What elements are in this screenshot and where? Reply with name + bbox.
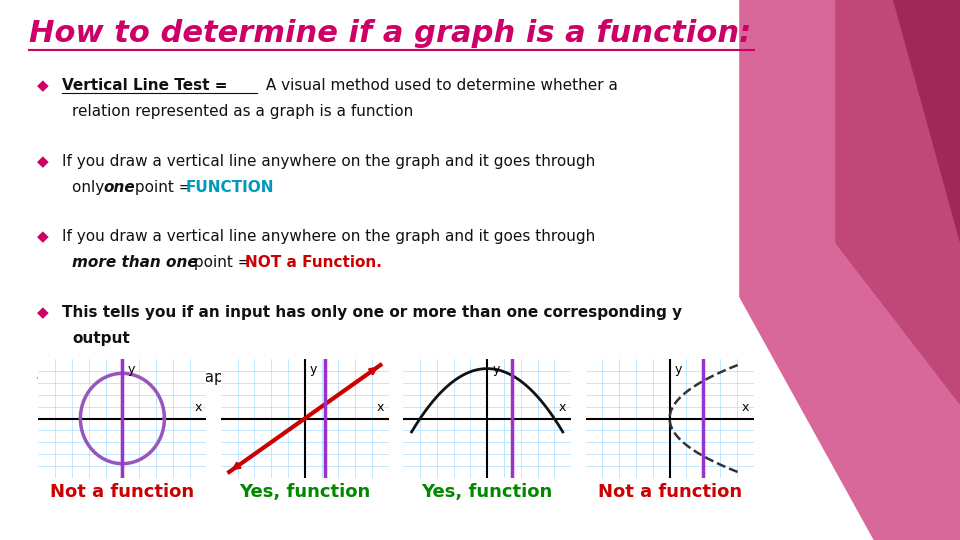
Text: ◆: ◆ bbox=[36, 370, 48, 385]
Polygon shape bbox=[893, 0, 960, 243]
Text: Yes, function: Yes, function bbox=[239, 483, 371, 501]
Text: y: y bbox=[492, 363, 499, 376]
Text: If you draw a vertical line anywhere on the graph and it goes through: If you draw a vertical line anywhere on … bbox=[62, 154, 595, 169]
Text: more than one: more than one bbox=[72, 255, 198, 271]
Text: A visual method used to determine whether a: A visual method used to determine whethe… bbox=[261, 78, 618, 93]
Text: point =: point = bbox=[130, 180, 196, 195]
Text: Not a function: Not a function bbox=[50, 483, 195, 501]
Text: only: only bbox=[72, 180, 109, 195]
Text: This tells you if an input has only one or more than one corresponding y: This tells you if an input has only one … bbox=[62, 305, 683, 320]
Text: x: x bbox=[194, 401, 202, 414]
Text: How to determine if a graph is a function:: How to determine if a graph is a functio… bbox=[29, 19, 751, 48]
Polygon shape bbox=[739, 0, 960, 540]
Text: If you draw a vertical line anywhere on the graph and it goes through: If you draw a vertical line anywhere on … bbox=[62, 230, 595, 245]
Text: relation represented as a graph is a function: relation represented as a graph is a fun… bbox=[72, 104, 413, 119]
Text: x: x bbox=[376, 401, 384, 414]
Text: Practice:  Is this graph a function?: Practice: Is this graph a function? bbox=[62, 370, 324, 385]
Text: ◆: ◆ bbox=[36, 154, 48, 169]
Text: FUNCTION: FUNCTION bbox=[185, 180, 274, 195]
Text: y: y bbox=[310, 363, 317, 376]
Text: ◆: ◆ bbox=[36, 230, 48, 245]
Text: x: x bbox=[741, 401, 749, 414]
Text: Not a function: Not a function bbox=[597, 483, 742, 501]
Text: Vertical Line Test =: Vertical Line Test = bbox=[62, 78, 228, 93]
Polygon shape bbox=[835, 0, 960, 405]
Text: ◆: ◆ bbox=[36, 78, 48, 93]
Text: y: y bbox=[128, 363, 134, 376]
Text: Yes, function: Yes, function bbox=[421, 483, 553, 501]
Text: point =: point = bbox=[189, 255, 255, 271]
Text: NOT a Function.: NOT a Function. bbox=[245, 255, 382, 271]
Text: x: x bbox=[559, 401, 566, 414]
Text: output: output bbox=[72, 331, 130, 346]
Text: one: one bbox=[104, 180, 135, 195]
Text: y: y bbox=[675, 363, 682, 376]
Text: ◆: ◆ bbox=[36, 305, 48, 320]
